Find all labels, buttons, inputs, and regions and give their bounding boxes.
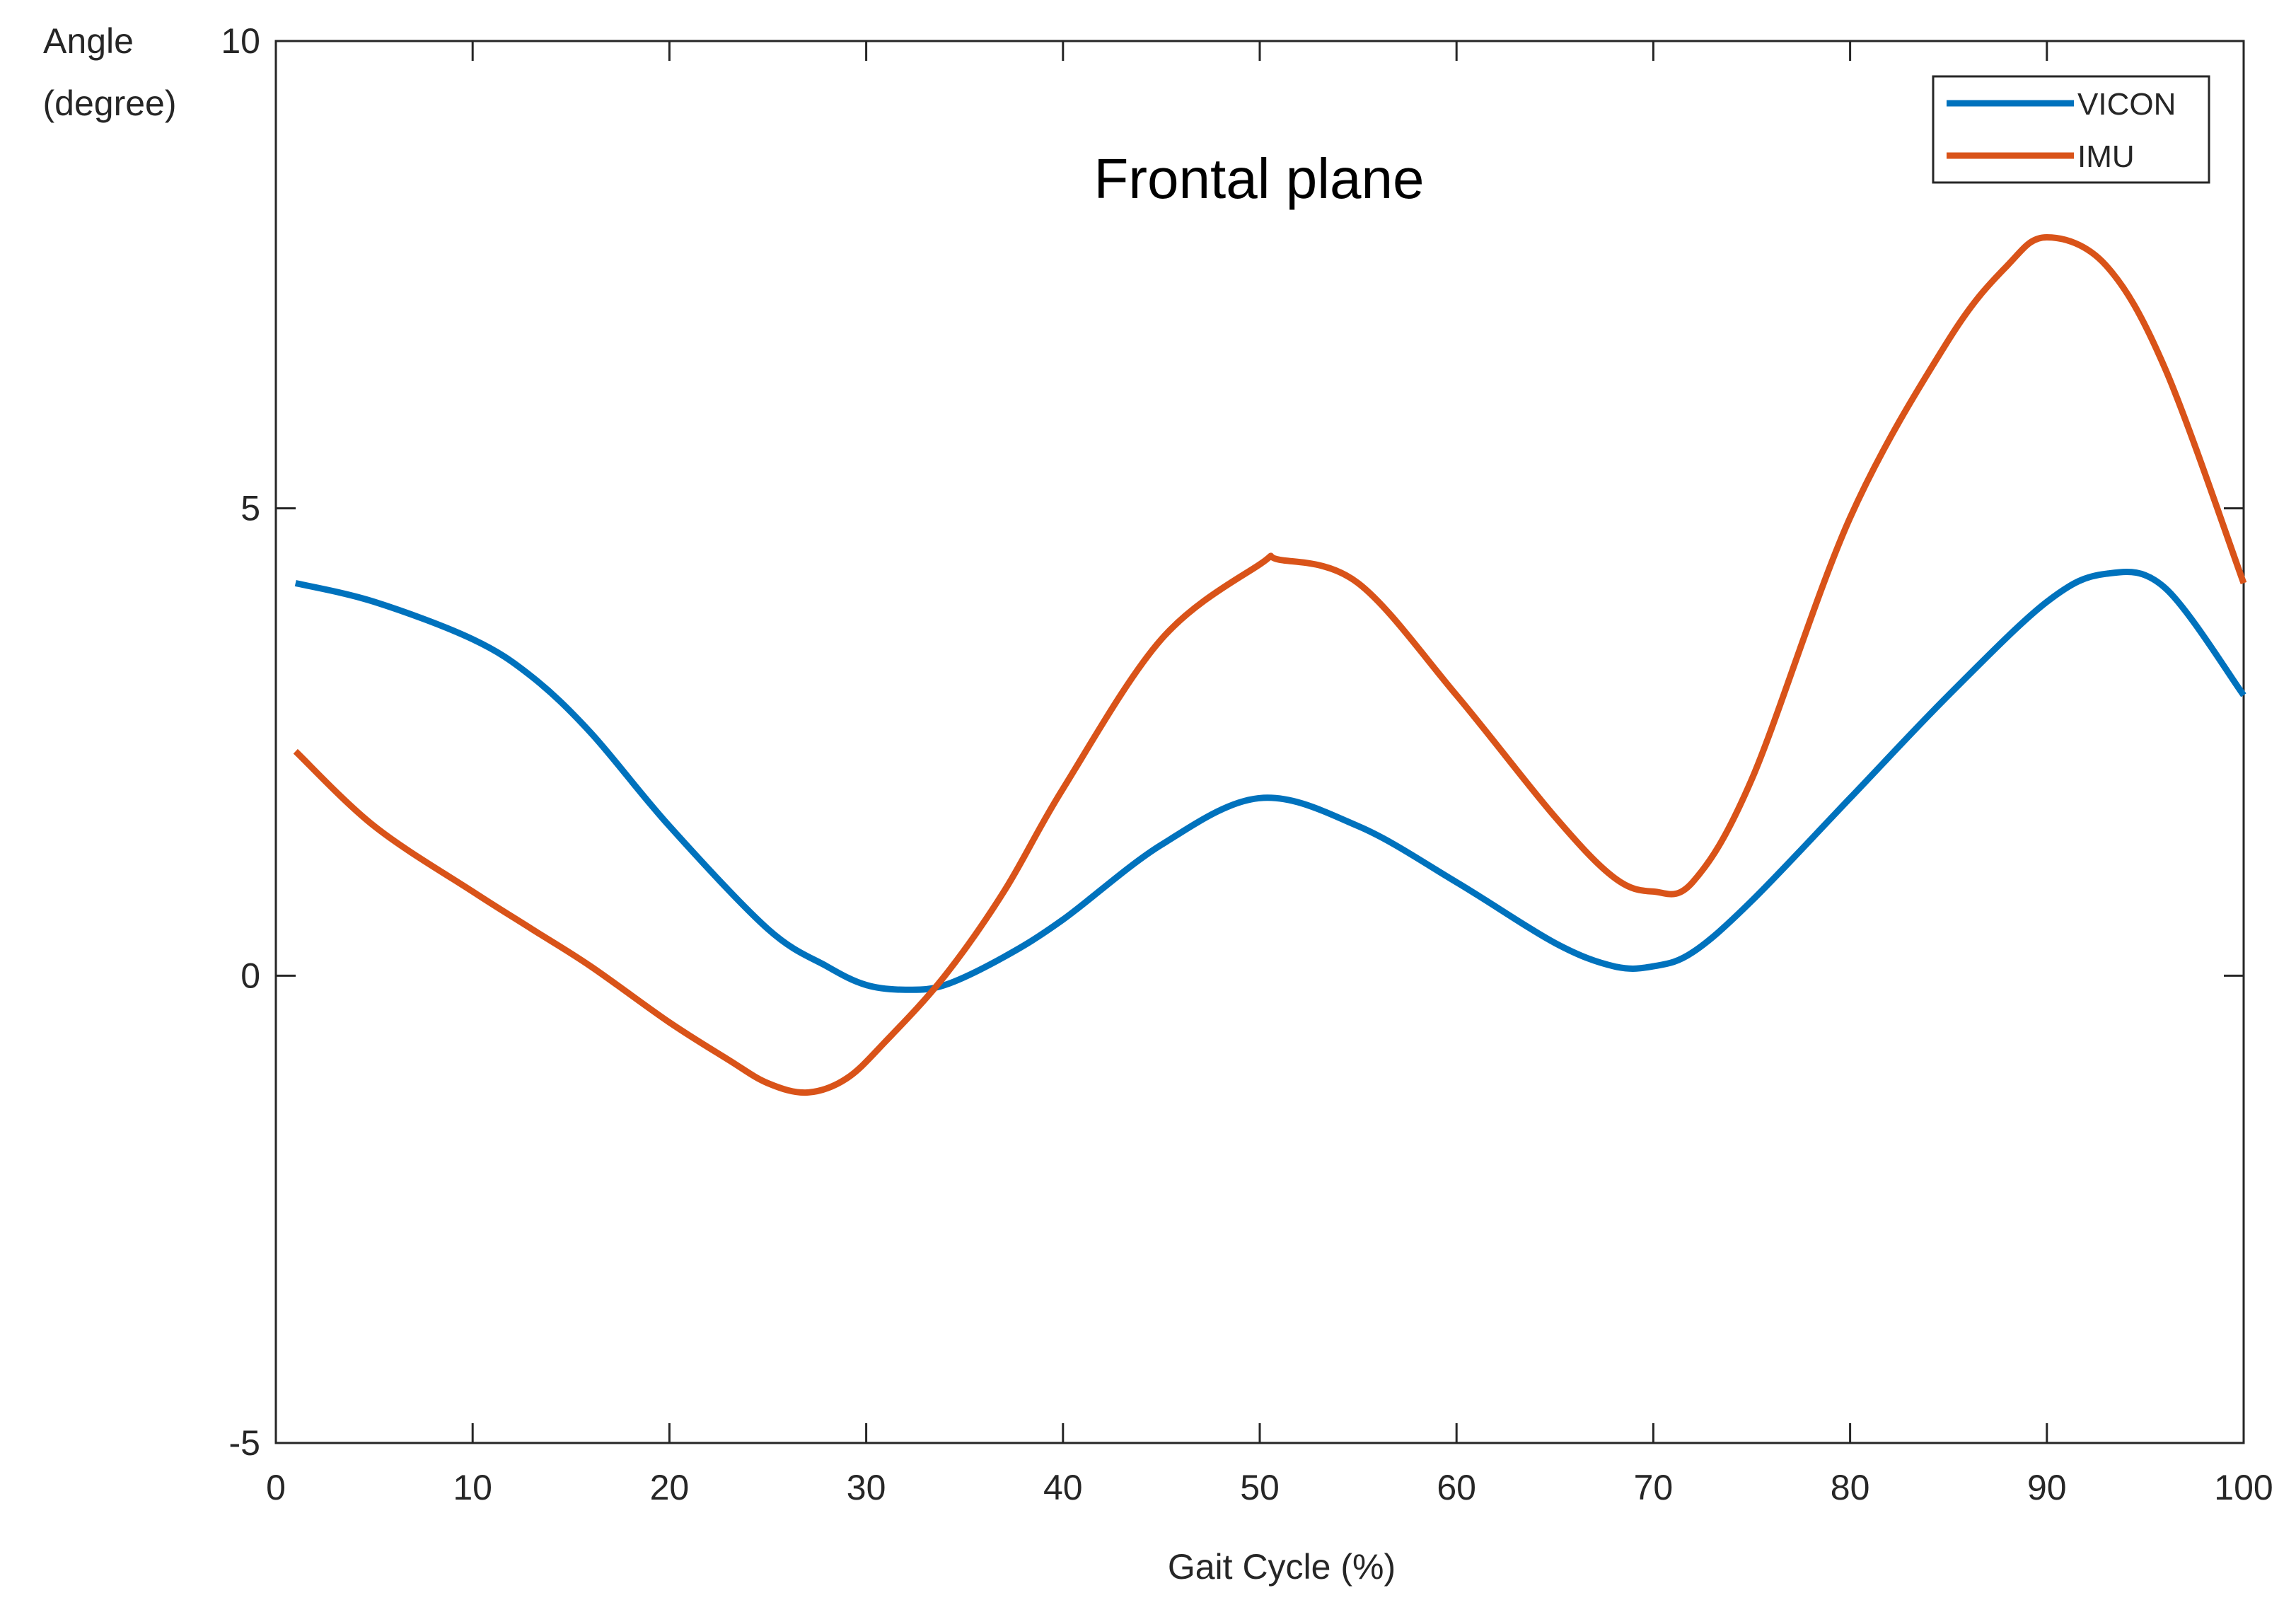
series-layer	[293, 234, 2247, 1096]
x-tick-label: 40	[1043, 1468, 1083, 1507]
x-tick-label: 10	[453, 1468, 492, 1507]
x-tick-label: 70	[1634, 1468, 1674, 1507]
x-tick-label: 20	[650, 1468, 690, 1507]
series-line-vicon	[294, 569, 2246, 993]
legend-label-vicon: VICON	[2077, 87, 2176, 122]
x-tick-label: 30	[847, 1468, 886, 1507]
y-tick-label: 5	[240, 489, 260, 528]
x-axis-label: Gait Cycle (%)	[1168, 1547, 1396, 1587]
legend-box	[1932, 75, 2210, 184]
series-line-imu	[293, 234, 2247, 1096]
y-tick-label: -5	[229, 1423, 260, 1463]
legend-label-imu: IMU	[2077, 139, 2135, 174]
y-tick-label: 0	[240, 956, 260, 995]
x-tick-label: 90	[2027, 1468, 2067, 1507]
x-tick-label: 60	[1437, 1468, 1476, 1507]
legend: VICON IMU	[1932, 75, 2210, 184]
y-axis-label-line2: (degree)	[43, 83, 177, 123]
y-tick-label: 10	[221, 21, 260, 61]
y-axis-label-line1: Angle	[43, 21, 134, 61]
x-tick-label: 0	[266, 1468, 286, 1507]
x-tick-label: 50	[1240, 1468, 1280, 1507]
chart-title: Frontal plane	[1094, 147, 1425, 210]
x-tick-label: 100	[2214, 1468, 2273, 1507]
x-tick-label: 80	[1831, 1468, 1870, 1507]
